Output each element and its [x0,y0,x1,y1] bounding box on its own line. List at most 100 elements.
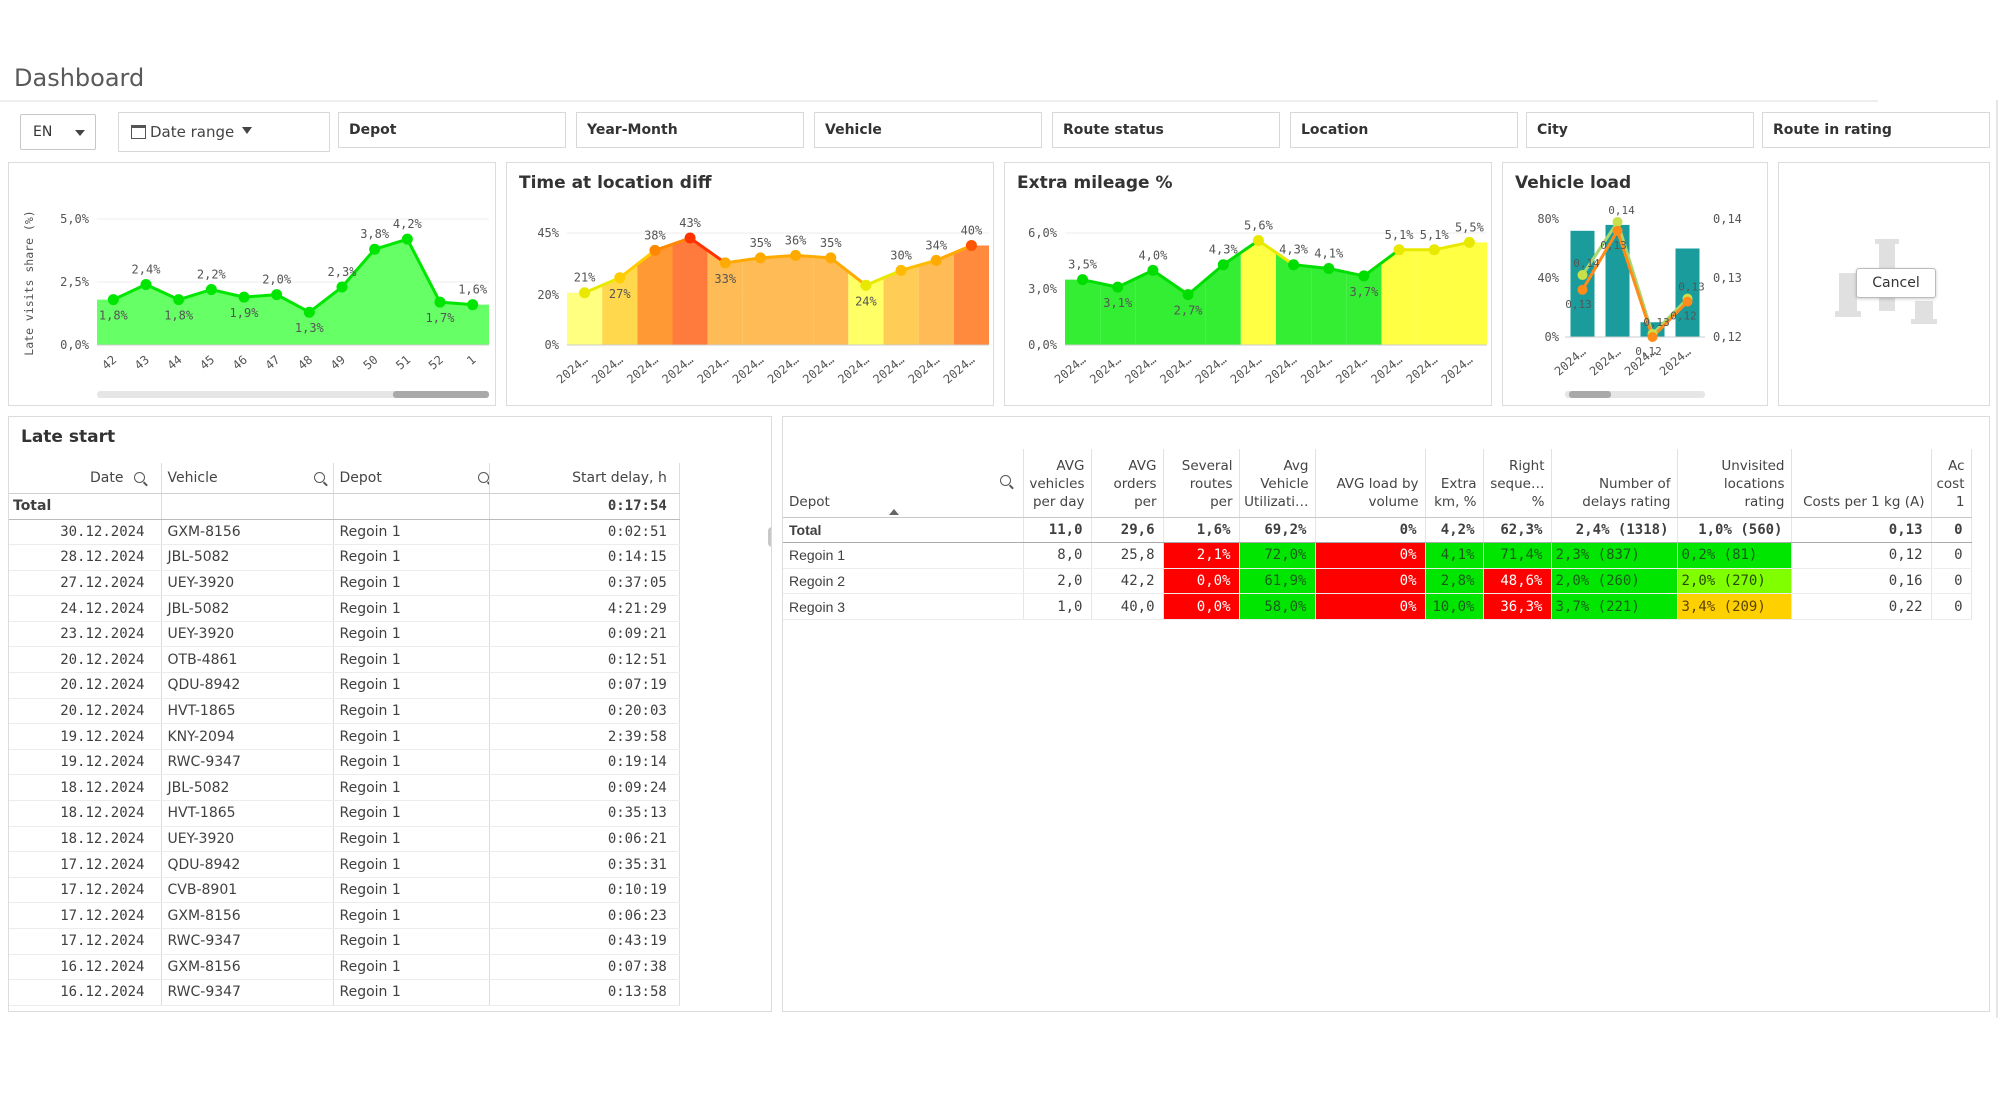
data-point[interactable] [1577,270,1588,281]
data-point[interactable] [860,279,872,291]
filter-vehicle[interactable]: Vehicle [814,112,1042,148]
data-point[interactable] [1612,225,1623,236]
table-row[interactable]: 17.12.2024 RWC-9347 Regoin 1 0:43:19 [9,928,680,955]
data-point[interactable] [336,281,348,293]
data-point[interactable] [1077,274,1089,286]
data-point[interactable] [401,233,413,245]
filter-location[interactable]: Location [1290,112,1518,148]
data-point[interactable] [1182,289,1194,301]
data-point[interactable] [1428,244,1440,256]
data-point[interactable] [1393,244,1405,256]
time-at-location-chart[interactable]: 0% 20% 45% 21% 27% 38% 43% 33% 35% 36% 35% 24% 30% 34… [507,163,994,406]
data-point[interactable] [1217,259,1229,271]
data-point[interactable] [790,249,802,261]
data-point[interactable] [140,279,152,291]
table-row[interactable]: 18.12.2024 HVT-1865 Regoin 1 0:35:13 [9,800,680,827]
column-header[interactable]: Costs per 1 kg (A) [1791,449,1932,518]
late-visits-chart[interactable]: Late visits share (%) 0,0% 2,5% 5,0% 1,8% 2,4… [9,163,496,406]
data-point[interactable] [614,272,626,284]
sort-ascending-icon[interactable] [889,508,899,515]
table-row[interactable]: Regoin 3 1,0 40,0 0,0% 58,0% 0% 10,0% 36,3% 3,7%… [783,593,1972,620]
data-point[interactable] [1112,281,1124,293]
data-point[interactable] [1682,296,1693,307]
data-point[interactable] [1252,234,1264,246]
column-header-date[interactable]: Date [9,463,162,494]
data-point[interactable] [1612,216,1623,227]
scrollbar-thumb[interactable] [393,391,489,398]
filter-year-month[interactable]: Year-Month [576,112,804,148]
data-point[interactable] [369,243,381,255]
table-row[interactable]: 16.12.2024 RWC-9347 Regoin 1 0:13:58 [9,979,680,1006]
data-point[interactable] [754,252,766,264]
column-header[interactable]: Extra km, % [1425,449,1484,518]
data-point[interactable] [271,289,283,301]
table-row[interactable]: 20.12.2024 HVT-1865 Regoin 1 0:20:03 [9,698,680,725]
data-point[interactable] [930,254,942,266]
data-point[interactable] [1463,236,1475,248]
data-point[interactable] [965,239,977,251]
column-header[interactable]: Several routes per [1163,449,1240,518]
table-scrollbar-thumb[interactable] [768,527,771,547]
scrollbar-thumb[interactable] [1569,391,1611,398]
table-row[interactable]: 30.12.2024 GXM-8156 Regoin 1 0:02:51 [9,519,680,546]
column-header[interactable]: Right seque… % [1483,449,1552,518]
table-row[interactable]: 27.12.2024 UEY-3920 Regoin 1 0:37:05 [9,570,680,597]
chart-scrollbar[interactable] [97,391,489,398]
date-range-picker[interactable]: Date range [118,112,330,152]
table-row[interactable]: 28.12.2024 JBL-5082 Regoin 1 0:14:15 [9,544,680,571]
filter-depot[interactable]: Depot [338,112,566,148]
bar[interactable] [1675,248,1700,338]
filter-route-status[interactable]: Route status [1052,112,1280,148]
cancel-button[interactable]: Cancel [1856,268,1936,298]
data-point[interactable] [719,257,731,269]
data-point[interactable] [303,306,315,318]
data-point[interactable] [1647,332,1658,342]
column-header[interactable]: AVG vehicles per day [1023,449,1092,518]
filter-route-in-rating[interactable]: Route in rating [1762,112,1990,148]
data-point[interactable] [205,284,217,296]
data-point[interactable] [238,291,250,303]
table-row[interactable]: 24.12.2024 JBL-5082 Regoin 1 4:21:29 [9,595,680,622]
data-point[interactable] [107,294,119,306]
search-icon[interactable] [477,472,489,484]
column-header-start-delay[interactable]: Start delay, h [489,463,680,494]
column-header[interactable]: Depot [783,449,1024,518]
table-row[interactable]: Regoin 1 8,0 25,8 2,1% 72,0% 0% 4,1% 71,4% 2,3% … [783,542,1972,569]
column-header[interactable]: Unvisited locations rating [1677,449,1792,518]
column-header[interactable]: Number of delays rating [1551,449,1678,518]
data-point[interactable] [1147,264,1159,276]
filter-city[interactable]: City [1526,112,1754,148]
data-point[interactable] [173,294,185,306]
table-row[interactable]: 17.12.2024 GXM-8156 Regoin 1 0:06:23 [9,902,680,929]
data-point[interactable] [434,296,446,308]
bar[interactable] [1570,230,1595,337]
table-row[interactable]: 18.12.2024 UEY-3920 Regoin 1 0:06:21 [9,826,680,853]
data-point[interactable] [1288,259,1300,271]
table-row[interactable]: Regoin 2 2,0 42,2 0,0% 61,9% 0% 2,8% 48,6% 2,0% … [783,568,1972,595]
extra-mileage-chart[interactable]: 0,0% 3,0% 6,0% 3,5% 3,1% 4,0% 2,7% 4,3% 5,6% 4,3%… [1005,163,1492,406]
column-header[interactable]: AVG load by volume [1315,449,1426,518]
column-header[interactable]: Ac cost 1 [1931,449,1972,518]
data-point[interactable] [895,264,907,276]
data-point[interactable] [467,299,479,311]
language-select[interactable]: EN [20,114,96,150]
data-point[interactable] [579,287,591,299]
table-row[interactable]: 17.12.2024 CVB-8901 Regoin 1 0:10:19 [9,877,680,904]
column-header[interactable]: Avg Vehicle Utilizati… [1239,449,1316,518]
column-header-depot[interactable]: Depot [333,463,490,494]
chart-scrollbar[interactable] [1565,391,1705,398]
table-row[interactable]: 17.12.2024 QDU-8942 Regoin 1 0:35:31 [9,851,680,878]
search-icon[interactable] [313,472,325,484]
search-icon[interactable] [133,472,145,484]
table-row[interactable]: 16.12.2024 GXM-8156 Regoin 1 0:07:38 [9,954,680,981]
table-row[interactable]: 19.12.2024 KNY-2094 Regoin 1 2:39:58 [9,723,680,750]
column-header[interactable]: AVG orders per [1091,449,1164,518]
table-row[interactable]: 18.12.2024 JBL-5082 Regoin 1 0:09:24 [9,774,680,802]
data-point[interactable] [1323,262,1335,274]
data-point[interactable] [1577,284,1588,295]
table-row[interactable]: 19.12.2024 RWC-9347 Regoin 1 0:19:14 [9,749,680,776]
data-point[interactable] [649,244,661,256]
data-point[interactable] [1358,270,1370,282]
column-header-vehicle[interactable]: Vehicle [161,463,334,494]
table-row[interactable]: 20.12.2024 QDU-8942 Regoin 1 0:07:19 [9,672,680,699]
